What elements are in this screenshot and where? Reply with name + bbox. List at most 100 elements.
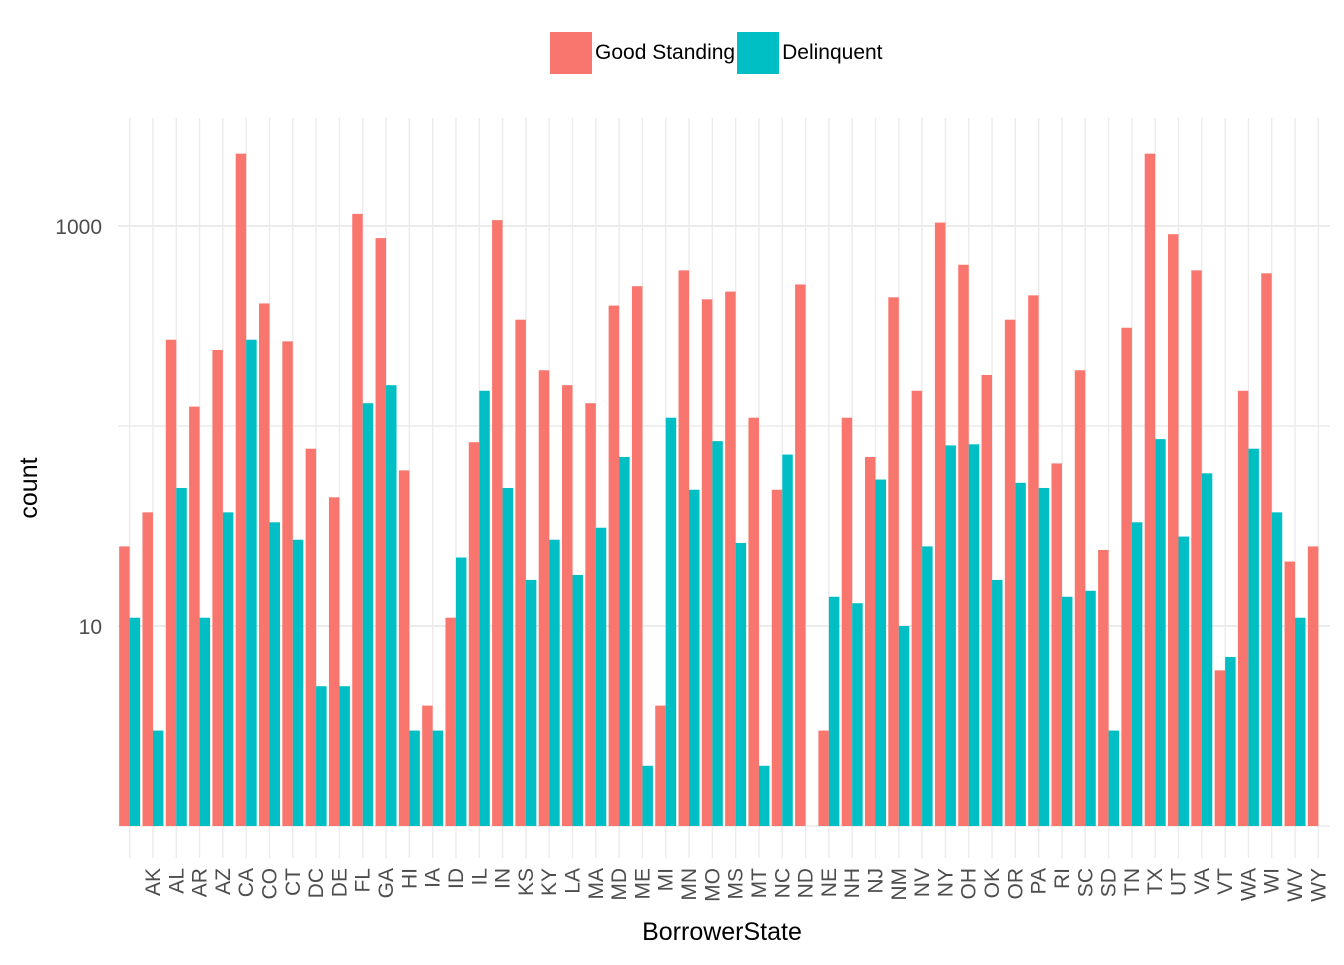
bar-delinquent-ct [292,539,304,826]
bar-good-standing-nj [865,456,876,826]
bar-delinquent-ny [945,445,956,826]
bar-good-standing-il [468,442,480,826]
x-tick-label: CO [259,868,282,900]
bar-good-standing-pa [1028,295,1039,826]
x-tick-label: AR [189,868,212,897]
bar-delinquent-ak [152,730,164,826]
bar-good-standing-vt [1214,670,1226,826]
x-tick-label: HI [398,868,421,889]
bar-good-standing-mo [701,299,713,827]
x-tick-label: MI [655,868,678,891]
bar-good-standing-wv [1284,561,1296,826]
bar-good-standing-ma [585,403,596,826]
bar-delinquent-wa [1248,448,1259,826]
bar-delinquent-ks [525,579,537,826]
bar-good-standing-va [1191,270,1202,826]
bar-good-standing-fl [352,213,363,827]
x-tick-label: WA [1237,868,1260,901]
bar-good-standing-oh [958,264,969,826]
bar-delinquent-il [479,390,490,826]
bar-delinquent-ga [386,385,397,826]
bar-delinquent-hi [409,730,420,826]
bar-delinquent-ms [735,543,747,826]
x-tick-label: SC [1074,868,1097,897]
bar-delinquent-al [176,487,187,826]
y-tick-label: 10 [79,616,102,639]
x-tick-label: WY [1307,868,1330,902]
bar-delinquent-co [269,522,280,826]
x-tick-label: AZ [212,868,235,895]
bar-good-standing-ut [1168,234,1179,827]
bar-good-standing-nm [888,297,899,827]
bar-good-standing-ok [981,374,993,826]
bar-delinquent-nh [852,603,863,826]
x-tick-label: NC [771,868,794,898]
x-tick-label: WV [1284,868,1307,902]
bar-delinquent-wv [1295,617,1306,826]
x-tick-label: IL [468,868,491,886]
bar-good-standing-ia [422,705,433,826]
bar-delinquent-tn [1131,522,1143,826]
x-tick-label: DE [328,868,351,897]
x-tick-label: AK [142,868,165,896]
bar-delinquent-pa [1038,487,1050,826]
legend-label-good-standing: Good Standing [595,41,736,64]
legend-item-delinquent: Delinquent [737,32,883,74]
bar-good-standing-blank [119,546,130,826]
bar-delinquent-mt [758,765,770,826]
bar-good-standing-tn [1121,327,1132,826]
bar-delinquent-mn [689,489,700,826]
x-tick-label: ND [795,868,818,898]
x-tick-label: OH [958,868,981,900]
bar-good-standing-ky [538,370,550,826]
bar-good-standing-id [445,617,456,826]
bar-good-standing-md [608,305,620,826]
bar-good-standing-in [492,220,503,827]
bar-good-standing-sd [1098,549,1109,826]
x-tick-label: RI [1051,868,1074,889]
x-tick-label: OR [1004,868,1027,900]
x-tick-label: NM [888,868,911,901]
bar-good-standing-hi [398,470,410,826]
x-tick-label: OK [981,868,1004,898]
bar-good-standing-wy [1307,546,1319,826]
bar-good-standing-wi [1261,273,1272,826]
x-tick-label: NJ [865,868,888,894]
bar-good-standing-mi [655,705,666,826]
bar-delinquent-ut [1178,536,1189,826]
bar-good-standing-sc [1074,370,1086,826]
x-tick-label: UT [1168,868,1191,896]
bar-good-standing-mt [748,417,759,826]
x-tick-label: VT [1214,868,1237,895]
bar-good-standing-ak [142,512,153,826]
x-tick-label: WI [1261,868,1284,894]
bar-delinquent-nv [922,546,933,826]
bar-delinquent-oh [968,444,980,826]
x-tick-label: CT [282,868,305,896]
bar-delinquent-mo [712,441,723,826]
bar-good-standing-ny [934,222,946,827]
bar-good-standing-ks [515,319,526,826]
bar-delinquent-nc [782,454,793,826]
bar-delinquent-ma [595,527,607,826]
x-tick-label: NY [934,868,957,897]
legend: Good Standing Delinquent [550,32,885,74]
legend-item-good-standing: Good Standing [550,32,735,74]
x-tick-label: MT [748,868,771,898]
bar-good-standing-co [259,303,270,826]
bar-delinquent-az [222,512,234,826]
bar-delinquent-blank [129,617,141,826]
bar-good-standing-ar [189,406,200,826]
bar-delinquent-de [339,686,350,826]
bar-delinquent-ne [828,596,840,826]
legend-swatch-delinquent [737,32,780,74]
bar-delinquent-nm [898,626,910,826]
x-tick-label: TN [1121,868,1144,896]
bar-delinquent-sd [1108,730,1120,826]
x-tick-label: MS [725,868,748,900]
bar-good-standing-me [631,286,643,826]
bar-delinquent-va [1201,473,1213,826]
bar-delinquent-wi [1271,512,1283,826]
bar-delinquent-md [619,456,630,826]
